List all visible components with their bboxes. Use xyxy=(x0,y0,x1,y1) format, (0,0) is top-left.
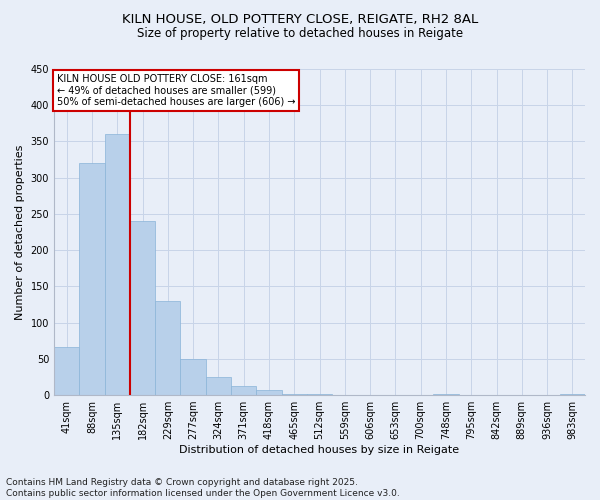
Bar xyxy=(155,301,181,395)
Bar xyxy=(281,394,307,395)
Bar xyxy=(181,359,206,395)
Y-axis label: Number of detached properties: Number of detached properties xyxy=(15,144,25,320)
Bar xyxy=(256,390,281,395)
Bar xyxy=(231,386,256,395)
Bar xyxy=(54,346,79,395)
Bar xyxy=(307,394,332,395)
Bar xyxy=(560,394,585,395)
Text: KILN HOUSE OLD POTTERY CLOSE: 161sqm
← 49% of detached houses are smaller (599)
: KILN HOUSE OLD POTTERY CLOSE: 161sqm ← 4… xyxy=(56,74,295,108)
Text: Size of property relative to detached houses in Reigate: Size of property relative to detached ho… xyxy=(137,28,463,40)
Bar xyxy=(104,134,130,395)
Text: KILN HOUSE, OLD POTTERY CLOSE, REIGATE, RH2 8AL: KILN HOUSE, OLD POTTERY CLOSE, REIGATE, … xyxy=(122,12,478,26)
X-axis label: Distribution of detached houses by size in Reigate: Distribution of detached houses by size … xyxy=(179,445,460,455)
Bar xyxy=(79,163,104,395)
Bar xyxy=(206,377,231,395)
Bar xyxy=(433,394,458,395)
Text: Contains HM Land Registry data © Crown copyright and database right 2025.
Contai: Contains HM Land Registry data © Crown c… xyxy=(6,478,400,498)
Bar xyxy=(130,221,155,395)
